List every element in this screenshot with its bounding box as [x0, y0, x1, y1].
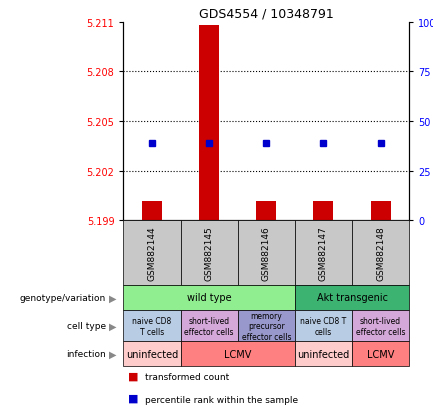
Bar — [256, 201, 276, 221]
Text: naive CD8
T cells: naive CD8 T cells — [132, 316, 171, 336]
Text: naive CD8 T
cells: naive CD8 T cells — [301, 316, 346, 336]
Text: infection: infection — [66, 349, 106, 358]
Text: cell type: cell type — [67, 322, 106, 330]
Text: Akt transgenic: Akt transgenic — [317, 293, 388, 303]
Text: uninfected: uninfected — [297, 349, 349, 359]
Text: GSM882144: GSM882144 — [148, 226, 156, 280]
Bar — [313, 201, 333, 221]
Bar — [371, 201, 391, 221]
Bar — [199, 26, 219, 221]
Text: LCMV: LCMV — [224, 349, 252, 359]
Text: ▶: ▶ — [109, 349, 116, 359]
Text: short-lived
effector cells: short-lived effector cells — [356, 316, 405, 336]
Text: GSM882147: GSM882147 — [319, 225, 328, 280]
Bar — [142, 201, 162, 221]
Text: GSM882145: GSM882145 — [205, 225, 213, 280]
Text: memory
precursor
effector cells: memory precursor effector cells — [242, 311, 291, 341]
Title: GDS4554 / 10348791: GDS4554 / 10348791 — [199, 7, 334, 20]
Text: genotype/variation: genotype/variation — [20, 293, 106, 302]
Text: uninfected: uninfected — [126, 349, 178, 359]
Text: percentile rank within the sample: percentile rank within the sample — [145, 395, 298, 404]
Text: ■: ■ — [128, 393, 138, 403]
Text: ▶: ▶ — [109, 293, 116, 303]
Text: ▶: ▶ — [109, 321, 116, 331]
Text: GSM882146: GSM882146 — [262, 225, 271, 280]
Text: GSM882148: GSM882148 — [376, 225, 385, 280]
Text: LCMV: LCMV — [367, 349, 394, 359]
Text: transformed count: transformed count — [145, 373, 229, 382]
Text: wild type: wild type — [187, 293, 232, 303]
Text: ■: ■ — [128, 370, 138, 380]
Text: short-lived
effector cells: short-lived effector cells — [184, 316, 234, 336]
